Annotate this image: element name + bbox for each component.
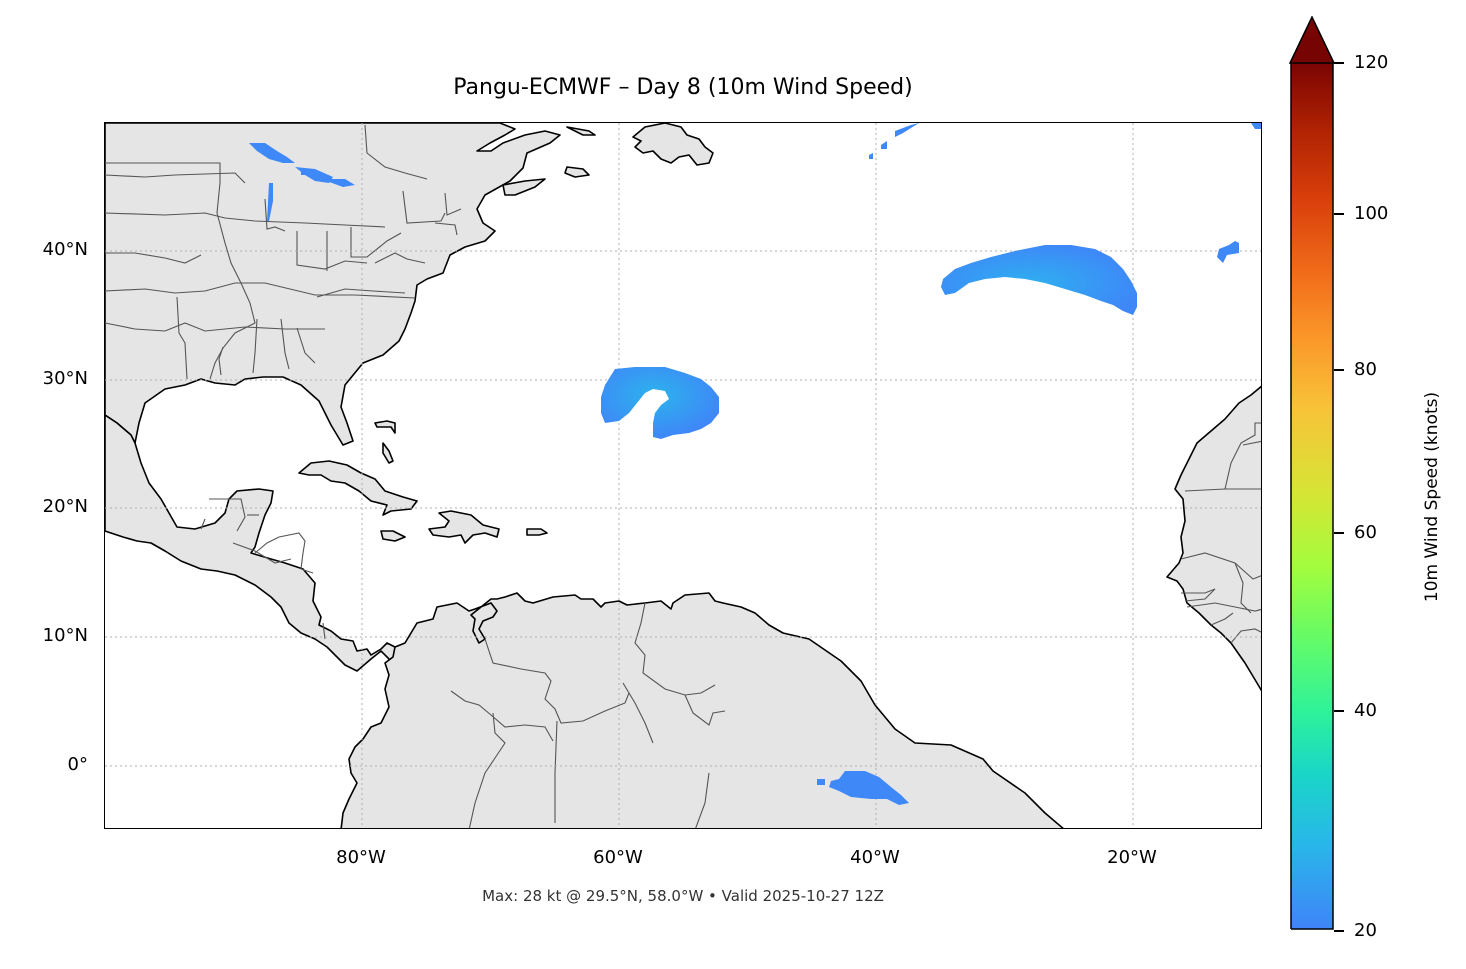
cuba-island [298, 460, 418, 516]
lat-label-10n: 10°N [42, 625, 88, 646]
wind-speed-layer [249, 123, 1261, 805]
colorbar-label-80: 80 [1354, 359, 1377, 380]
colorbar-tick-80 [1334, 369, 1344, 371]
newfoundland [632, 123, 714, 166]
south-america-landmass [340, 592, 1064, 828]
wind-feature-great-lakes [249, 143, 355, 221]
lat-label-20n: 20°N [42, 496, 88, 517]
wind-feature-hook [601, 367, 719, 439]
colorbar-title: 10m Wind Speed (knots) [1422, 391, 1442, 603]
colorbar-tick-40 [1334, 710, 1344, 712]
colorbar-tick-20 [1334, 930, 1344, 932]
wind-feature-brazil [817, 771, 909, 805]
colorbar-extend-cap [1289, 16, 1335, 64]
colorbar-tick-120 [1334, 62, 1344, 64]
lon-label-40w: 40°W [850, 847, 900, 868]
wind-feature-band [941, 245, 1137, 315]
max-valid-caption: Max: 28 kt @ 29.5°N, 58.0°W • Valid 2025… [482, 887, 884, 905]
map-canvas [105, 123, 1261, 828]
lat-label-40n: 40°N [42, 239, 88, 260]
lon-label-20w: 20°W [1107, 847, 1157, 868]
wind-feature-azores [1217, 241, 1239, 263]
colorbar [1290, 62, 1334, 930]
colorbar-label-100: 100 [1354, 203, 1389, 224]
pei-island [564, 166, 590, 178]
west-africa-landmass [1166, 385, 1261, 692]
colorbar-tick-100 [1334, 213, 1344, 215]
north-america-landmass [105, 123, 561, 446]
lon-label-80w: 80°W [336, 847, 386, 868]
colorbar-tick-60 [1334, 532, 1344, 534]
colorbar-label-120: 120 [1354, 52, 1389, 73]
jamaica-island [380, 530, 406, 542]
mexico-central-america [105, 414, 402, 672]
anticosti-island [566, 126, 596, 136]
nova-scotia [502, 178, 546, 196]
bahamas-island [374, 420, 396, 434]
puerto-rico-island [526, 528, 548, 536]
lat-label-0: 0° [67, 754, 88, 775]
map-panel [104, 122, 1262, 829]
wind-feature-ne-corner [1251, 123, 1261, 129]
hispaniola-island [428, 510, 500, 544]
chart-title: Pangu-ECMWF – Day 8 (10m Wind Speed) [453, 75, 913, 100]
border-layer [105, 124, 1261, 828]
lon-label-60w: 60°W [593, 847, 643, 868]
colorbar-label-40: 40 [1354, 700, 1377, 721]
bahamas-island-2 [382, 442, 394, 464]
colorbar-label-20: 20 [1354, 920, 1377, 941]
lat-label-30n: 30°N [42, 368, 88, 389]
colorbar-label-60: 60 [1354, 522, 1377, 543]
